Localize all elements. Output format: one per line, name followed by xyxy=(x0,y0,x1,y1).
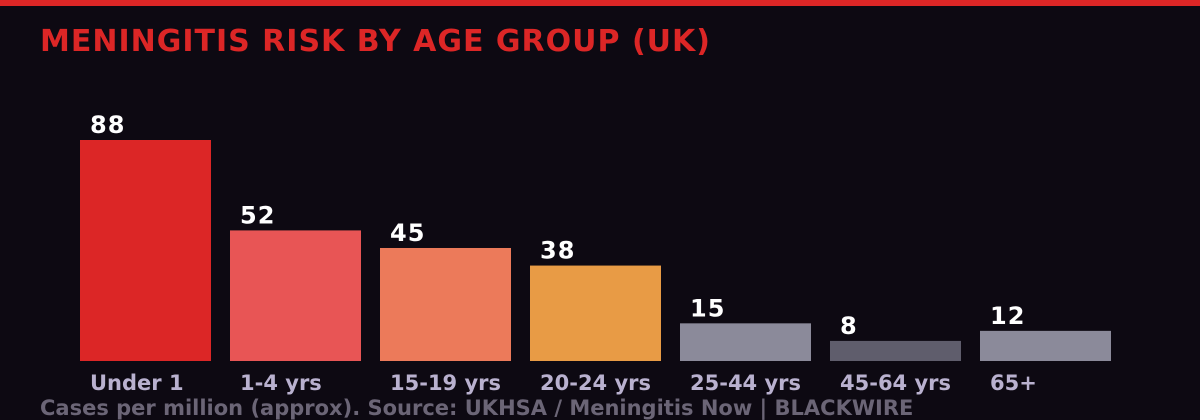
category-tick-label: 1-4 yrs xyxy=(240,371,322,395)
category-tick-label: 25-44 yrs xyxy=(690,371,801,395)
bar-value-label: 12 xyxy=(990,302,1025,330)
category-tick-label: 45-64 yrs xyxy=(840,371,951,395)
bar-value-label: 88 xyxy=(90,111,125,139)
bar-chart: 88 Under 1 52 1-4 yrs 45 15-19 yrs 38 20-24 yrs… xyxy=(80,111,1111,395)
bar-3 xyxy=(530,265,661,361)
bar-value-label: 52 xyxy=(240,201,275,229)
chart-footer-source: Cases per million (approx). Source: UKHS… xyxy=(40,396,914,420)
top-accent-bar xyxy=(0,0,1200,6)
bar-value-label: 8 xyxy=(840,312,858,340)
category-tick-label: 15-19 yrs xyxy=(390,371,501,395)
category-tick-label: Under 1 xyxy=(90,371,184,395)
bar-5 xyxy=(830,340,961,361)
bar-4 xyxy=(680,323,811,361)
bar-value-label: 38 xyxy=(540,237,575,265)
bar-1 xyxy=(230,230,361,361)
bar-value-label: 45 xyxy=(390,219,425,247)
chart-title: MENINGITIS RISK BY AGE GROUP (UK) xyxy=(40,24,711,59)
bar-value-label: 15 xyxy=(690,294,725,322)
bar-0 xyxy=(80,140,211,361)
category-tick-label: 20-24 yrs xyxy=(540,371,651,395)
bar-2 xyxy=(380,247,511,361)
bar-6 xyxy=(980,330,1111,361)
category-tick-label: 65+ xyxy=(990,371,1037,395)
